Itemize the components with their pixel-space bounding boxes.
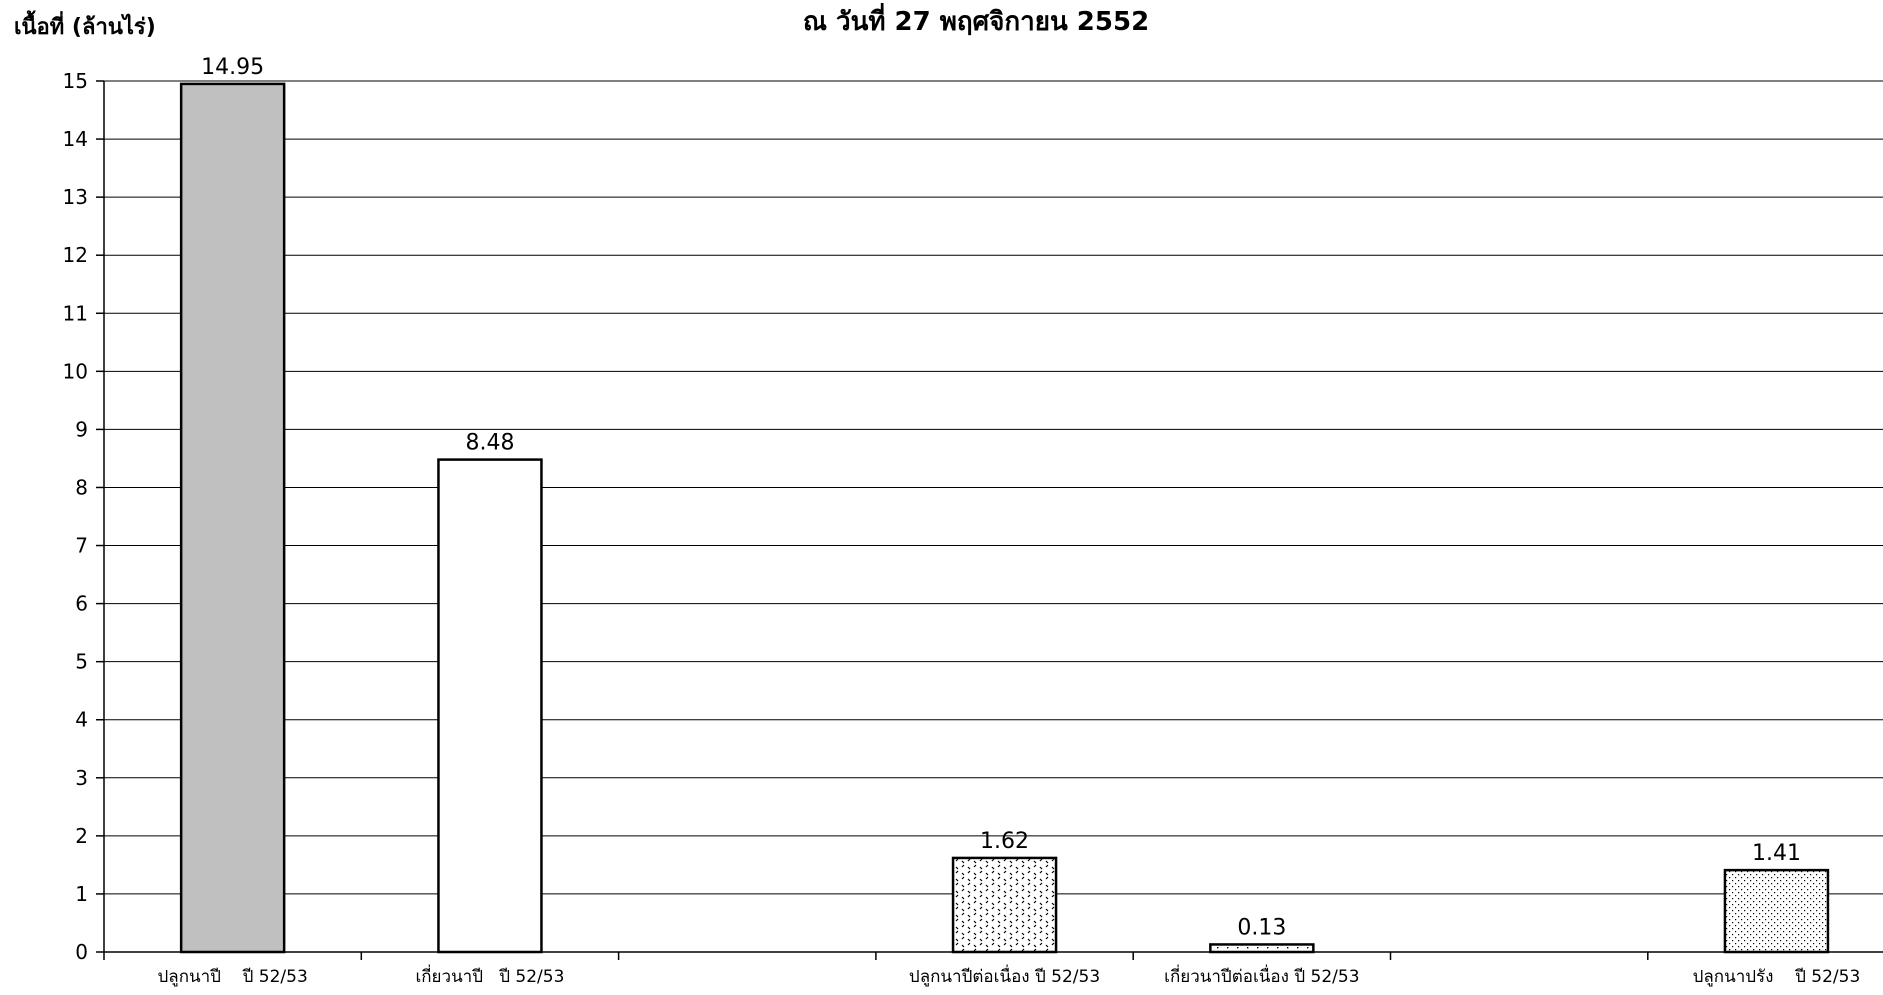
- x-category-label: ปลูกนาปีต่อเนื่อง ปี 52/53: [909, 964, 1100, 987]
- data-label: 8.48: [465, 431, 514, 456]
- data-label: 0.13: [1237, 915, 1286, 940]
- data-label: 1.41: [1752, 841, 1801, 866]
- bar: [437, 458, 543, 954]
- y-tick-label: 11: [63, 301, 88, 325]
- bar: [1723, 868, 1830, 954]
- y-tick-label: 7: [75, 534, 88, 558]
- gridlines: [104, 80, 1883, 895]
- x-category-label: ปลูกนาปรัง ปี 52/53: [1693, 967, 1861, 987]
- x-category-label: เกี่ยวนาปีต่อเนื่อง ปี 52/53: [1164, 964, 1359, 987]
- x-category-label: เกี่ยวนาปี ปี 52/53: [415, 964, 564, 987]
- y-tick-label: 5: [75, 650, 88, 674]
- y-tick-label: 0: [75, 940, 88, 964]
- y-tick-label: 4: [75, 708, 88, 732]
- y-tick-label: 1: [75, 882, 88, 906]
- bars: [179, 82, 1830, 954]
- y-tick-label: 3: [75, 766, 88, 790]
- y-tick-label: 6: [75, 592, 88, 616]
- x-category-label: ปลูกนาปี ปี 52/53: [158, 967, 308, 987]
- data-label: 14.95: [201, 55, 264, 80]
- bar: [951, 856, 1058, 954]
- y-tick-label: 14: [63, 127, 88, 151]
- y-tick-label: 2: [75, 824, 88, 848]
- y-tick-label: 12: [63, 243, 88, 267]
- bar: [1209, 943, 1315, 954]
- chart-title: ณ วันที่ 27 พฤศจิกายน 2552: [803, 2, 1149, 37]
- bar: [179, 82, 286, 954]
- y-tick-label: 15: [63, 69, 88, 93]
- y-axis-label: เนื้อที่ (ล้านไร่): [14, 10, 156, 40]
- y-tick-label: 13: [63, 185, 88, 209]
- axes: [96, 80, 1883, 960]
- data-label: 1.62: [980, 829, 1029, 854]
- y-tick-label: 10: [63, 359, 88, 383]
- y-tick-label: 9: [75, 417, 88, 441]
- y-tick-label: 8: [75, 475, 88, 499]
